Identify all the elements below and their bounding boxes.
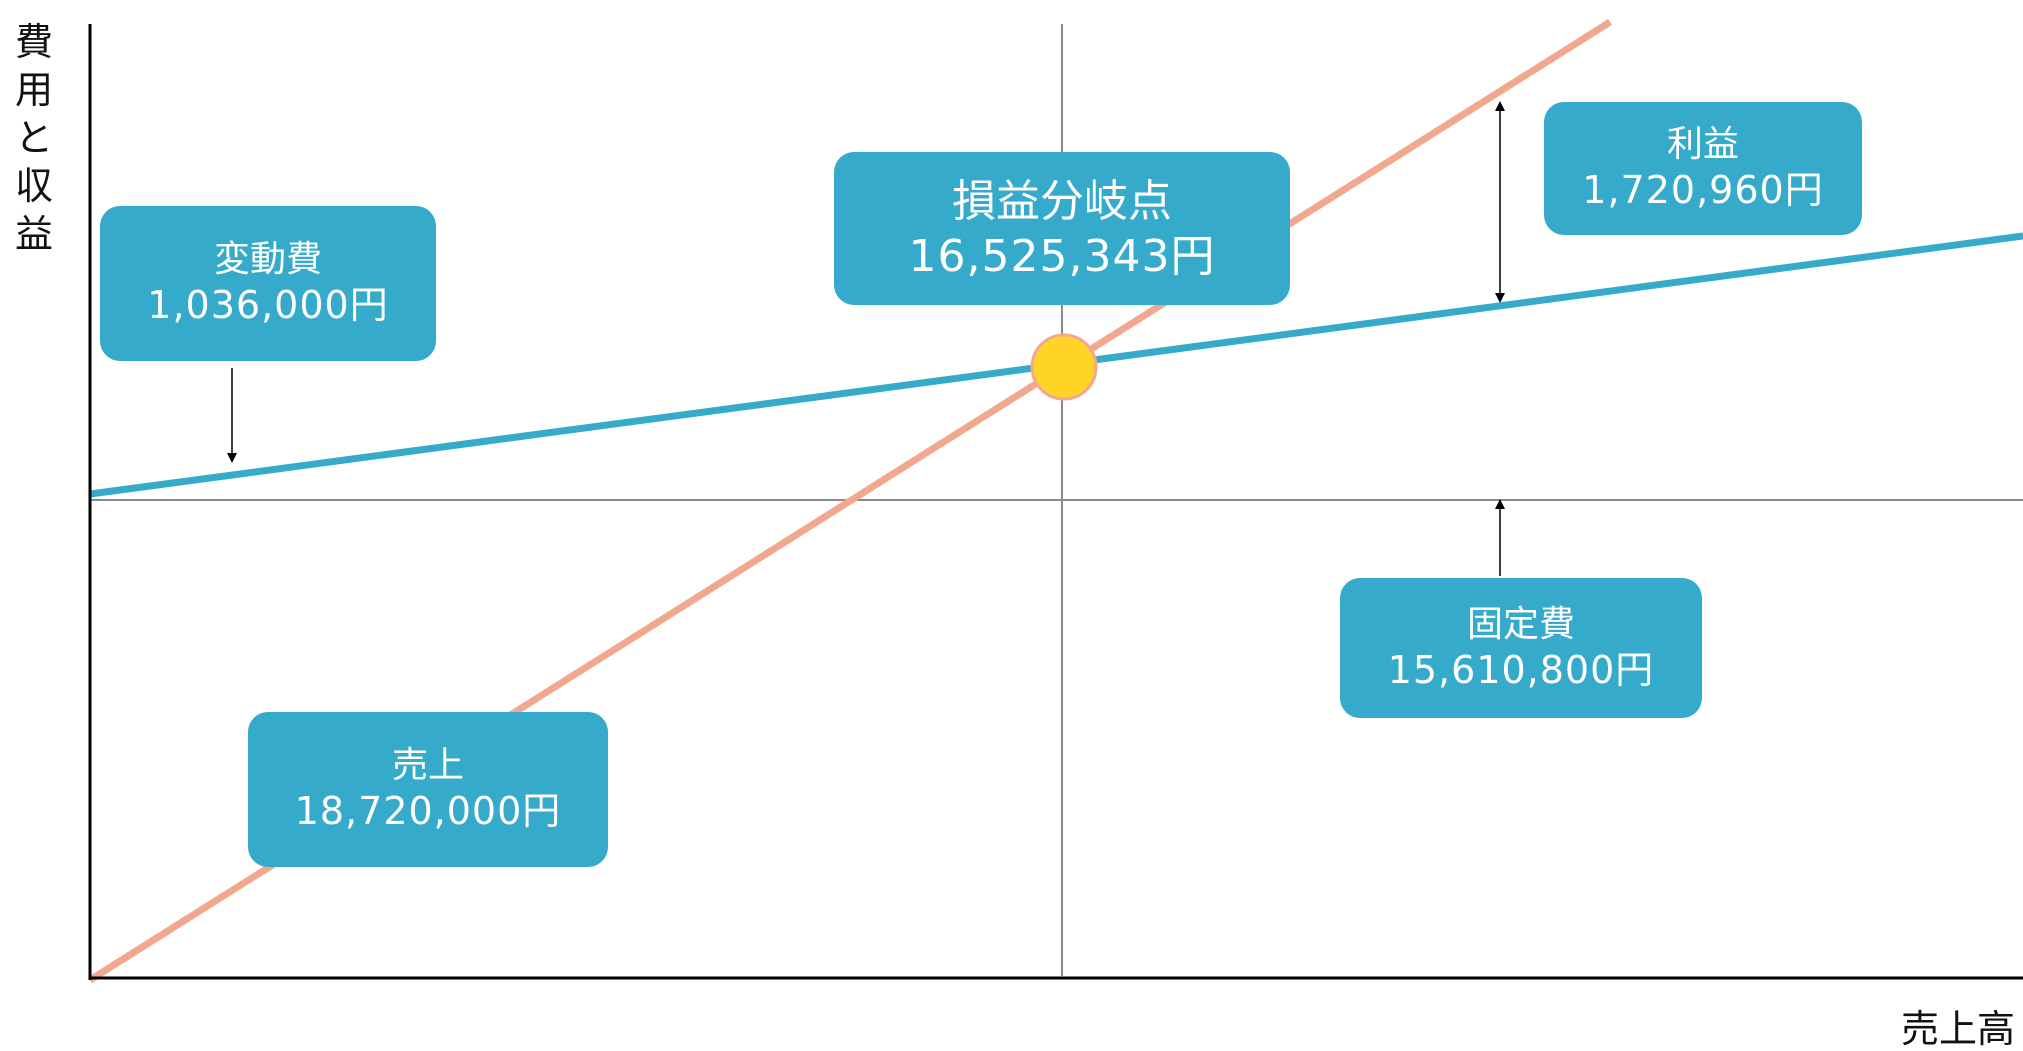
fixed-cost-value: 15,610,800円 <box>1387 647 1655 692</box>
variable-cost-label: 変動費 <box>213 239 322 281</box>
sales-value: 18,720,000円 <box>294 789 562 834</box>
sales-callout: 売上 18,720,000円 <box>248 712 608 867</box>
y-axis-title: 費 用 と 収 益 <box>12 18 56 258</box>
y-axis-title-char: 用 <box>14 68 53 112</box>
break-even-label: 損益分岐点 <box>952 175 1172 227</box>
profit-value: 1,720,960円 <box>1582 168 1824 213</box>
y-axis-title-char: と <box>14 116 53 160</box>
profit-callout: 利益 1,720,960円 <box>1544 102 1862 235</box>
fixed-cost-label: 固定費 <box>1466 603 1575 645</box>
variable-cost-callout: 変動費 1,036,000円 <box>100 206 436 361</box>
sales-label: 売上 <box>391 745 464 787</box>
variable-cost-value: 1,036,000円 <box>147 283 389 328</box>
break-even-point <box>1030 333 1098 401</box>
y-axis-title-char: 収 <box>14 164 53 208</box>
profit-label: 利益 <box>1666 124 1739 166</box>
break-even-value: 16,525,343円 <box>908 230 1216 282</box>
y-axis-title-char: 費 <box>14 20 53 64</box>
x-axis-title: 売上高 <box>1900 1007 2015 1051</box>
y-axis-title-char: 益 <box>14 212 53 256</box>
break-even-callout: 損益分岐点 16,525,343円 <box>834 152 1290 305</box>
fixed-cost-callout: 固定費 15,610,800円 <box>1340 578 1702 718</box>
